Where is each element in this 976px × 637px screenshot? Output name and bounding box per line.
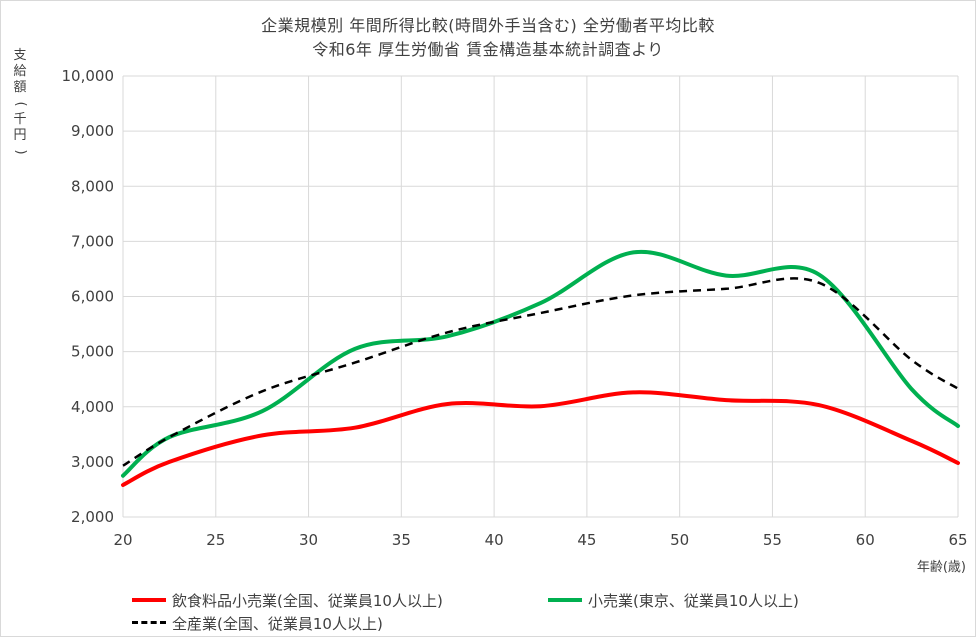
y-axis-label: 支給額(千円)	[10, 48, 30, 160]
y-axis-label-char: 千	[13, 112, 27, 127]
y-axis-label-char: 給	[13, 64, 27, 79]
legend: 飲食料品小売業(全国、従業員10人以上) 小売業(東京、従業員10人以上) 全産…	[0, 586, 976, 636]
x-tick-label: 55	[763, 531, 782, 549]
x-axis-label: 年齢(歳)	[916, 560, 966, 575]
x-tick-label: 25	[206, 531, 225, 549]
y-tick-label: 3,000	[71, 453, 114, 471]
x-tick-label: 65	[948, 531, 967, 549]
series-line-all-industries	[122, 277, 959, 467]
y-tick-label: 10,000	[62, 67, 115, 85]
x-tick-label: 35	[392, 531, 411, 549]
legend-label-food-retail: 飲食料品小売業(全国、従業員10人以上)	[172, 592, 443, 610]
y-axis-label-char: 円	[13, 128, 27, 143]
series-line-retail-tokyo	[121, 249, 960, 478]
y-tick-label: 5,000	[71, 343, 114, 361]
legend-label-all-industries: 全産業(全国、従業員10人以上)	[172, 615, 383, 633]
chart-title: 企業規模別 年間所得比較(時間外手当含む) 全労働者平均比較	[261, 16, 715, 35]
y-tick-label: 7,000	[71, 232, 114, 250]
x-tick-label: 20	[113, 531, 132, 549]
y-tick-label: 2,000	[71, 508, 114, 526]
x-tick-label: 40	[485, 531, 504, 549]
x-tick-label: 50	[670, 531, 689, 549]
y-tick-label: 4,000	[71, 398, 114, 416]
x-tick-label: 30	[299, 531, 318, 549]
chart-subtitle: 令和6年 厚生労働省 賃金構造基本統計調査より	[312, 40, 664, 59]
y-tick-label: 9,000	[71, 122, 114, 140]
legend-swatch-food-retail	[132, 598, 166, 602]
x-tick-label: 45	[577, 531, 596, 549]
y-tick-label: 6,000	[71, 288, 114, 306]
x-tick-label: 60	[856, 531, 875, 549]
y-axis-label-char: 支	[13, 48, 27, 63]
y-axis-label-char: 額	[13, 80, 27, 95]
legend-swatch-all-industries	[132, 621, 166, 624]
y-tick-label: 8,000	[71, 177, 114, 195]
legend-swatch-retail-tokyo	[548, 598, 582, 602]
series-line-food-retail	[121, 390, 960, 487]
legend-label-retail-tokyo: 小売業(東京、従業員10人以上)	[588, 592, 799, 610]
